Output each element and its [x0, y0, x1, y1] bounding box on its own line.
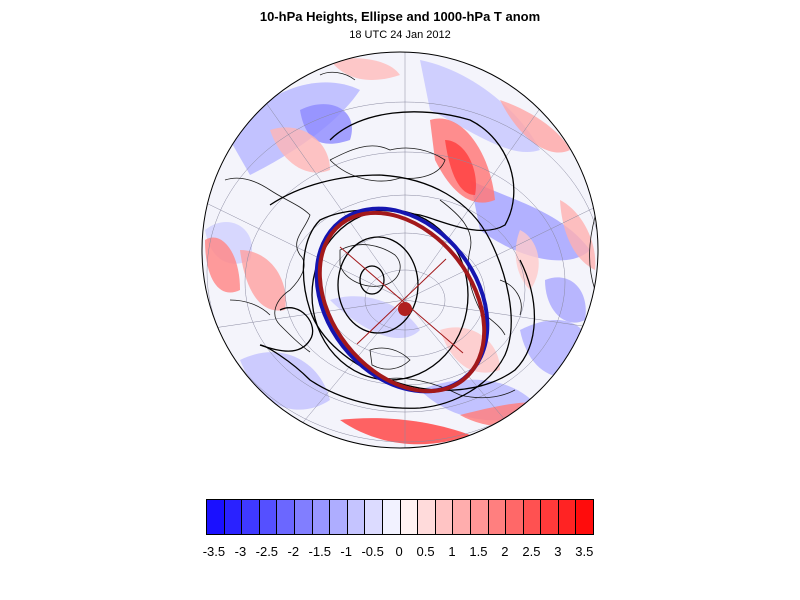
colorbar-tick-label: -1.5 [308, 544, 331, 559]
colorbar-box [347, 500, 366, 534]
minor-axis [356, 258, 447, 345]
colorbar-box [435, 500, 454, 534]
map-title: 10-hPa Heights, Ellipse and 1000-hPa T a… [259, 9, 541, 24]
colorbar-box [242, 500, 260, 534]
colorbar-box [558, 500, 577, 534]
colorbar-tick-label: 0 [395, 544, 403, 559]
colorbar-labels: -3.5 -3 -2.5 -2 -1.5 -1 -0.5 0 0.5 1 1.5 2 2.5 3 3.5 [0, 544, 800, 564]
colorbar-box [523, 500, 542, 534]
colorbar-tick-label: 0.5 [416, 544, 435, 559]
colorbar-tick-label: -1 [340, 544, 352, 559]
colorbar-tick-label: 1 [448, 544, 456, 559]
colorbar [206, 499, 594, 535]
colorbar-box [294, 500, 313, 534]
colorbar-box [488, 500, 507, 534]
colorbar-box [506, 500, 524, 534]
colorbar-tick-label: -3.5 [202, 544, 226, 559]
colorbar-box [365, 500, 383, 534]
colorbar-tick-label: 3.5 [575, 544, 594, 559]
fitted-ellipse [317, 210, 487, 394]
colorbar-tick-label: 1.5 [469, 544, 488, 559]
colorbar-box [418, 500, 436, 534]
colorbar-tick-label: -0.5 [361, 544, 384, 559]
colorbar-box [541, 500, 559, 534]
colorbar-box [330, 500, 348, 534]
colorbar-box [224, 500, 243, 534]
colorbar-tick-label: -3 [234, 544, 247, 559]
globe-outline [201, 51, 599, 449]
major-axis [339, 246, 464, 354]
map-subtitle: 18 UTC 24 Jan 2012 [349, 29, 451, 41]
colorbar-box [470, 500, 489, 534]
colorbar-box [382, 500, 401, 534]
vortex-ellipse [314, 206, 490, 394]
colorbar-box [207, 500, 225, 534]
colorbar-tick-label: -2.5 [255, 544, 279, 559]
colorbar-box [576, 500, 594, 534]
ellipse-center-marker [398, 302, 412, 316]
colorbar-box [259, 500, 278, 534]
colorbar-box [277, 500, 295, 534]
colorbar-box [312, 500, 331, 534]
colorbar-box [453, 500, 471, 534]
colorbar-tick-label: 2 [501, 544, 509, 559]
colorbar-box [400, 500, 419, 534]
colorbar-tick-label: 3 [554, 544, 562, 559]
colorbar-tick-label: -2 [287, 544, 300, 559]
colorbar-tick-label: 2.5 [522, 544, 541, 559]
